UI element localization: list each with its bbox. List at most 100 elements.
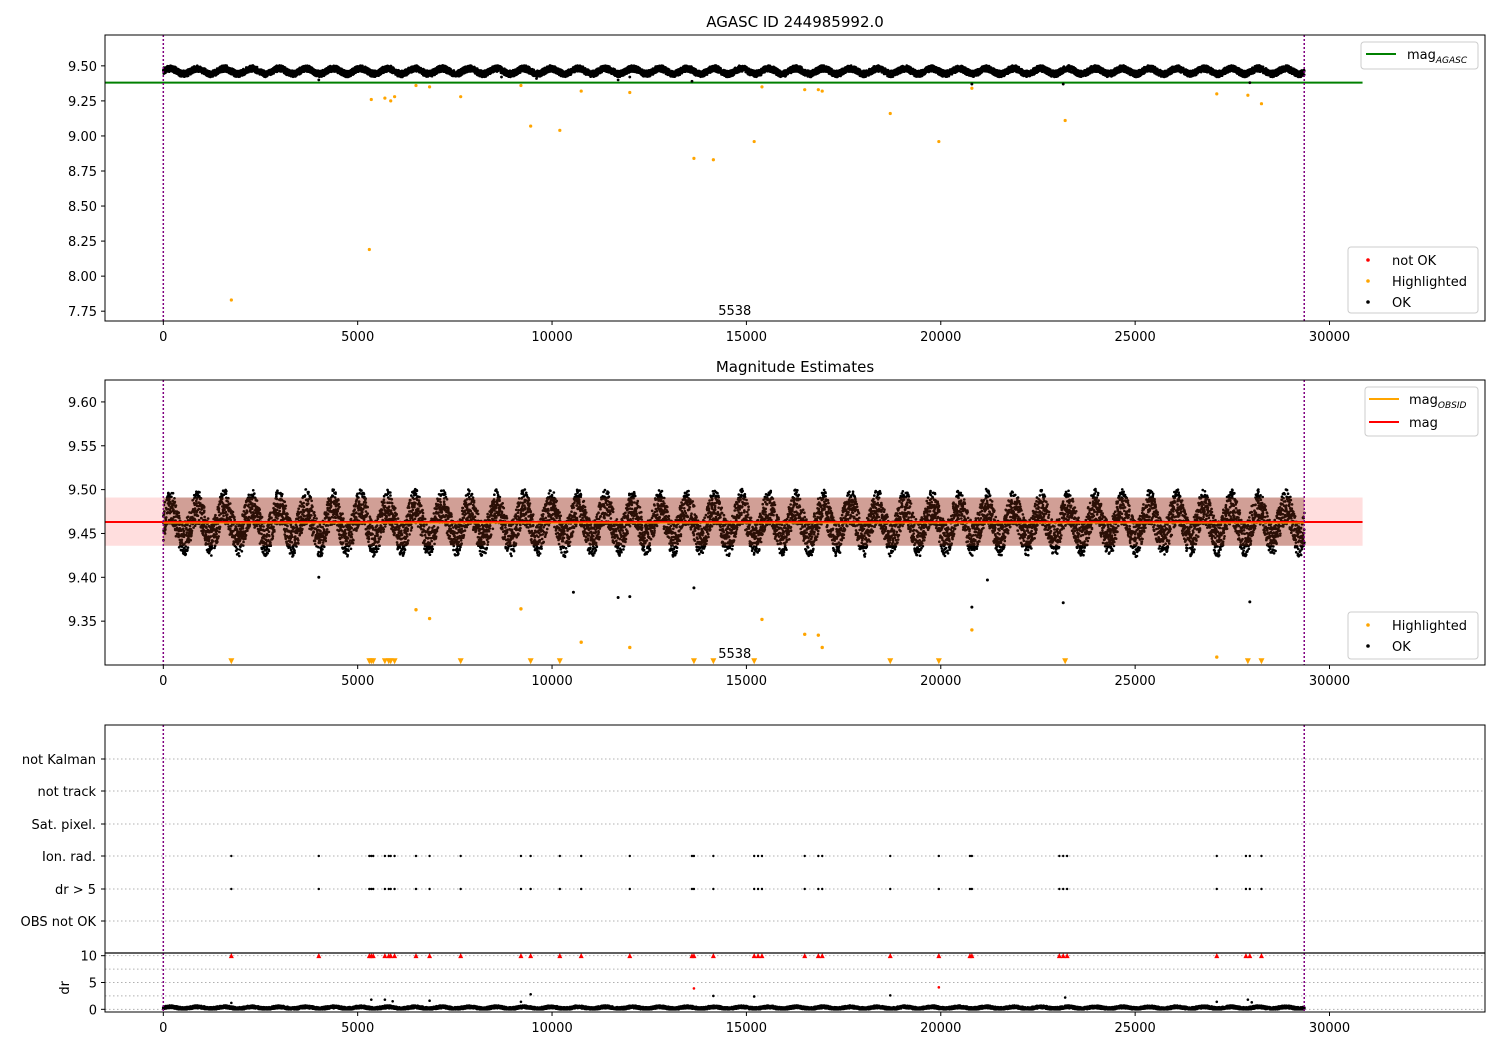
ok-point xyxy=(391,999,394,1003)
flag-event-point xyxy=(968,854,972,858)
highlighted-point xyxy=(760,617,764,622)
highlighted-below-range-marker xyxy=(457,658,464,665)
flag-event-point xyxy=(937,887,941,891)
flag-row-label: not track xyxy=(37,785,96,800)
ok-point xyxy=(230,1001,233,1005)
legend-frame xyxy=(1347,246,1479,314)
highlighted-point xyxy=(414,83,418,88)
highlighted-point xyxy=(816,633,821,637)
y-tick-label: 9.35 xyxy=(68,615,97,630)
flag-event-point xyxy=(1244,887,1248,891)
ok-point xyxy=(519,1000,523,1004)
flag-row-label: dr > 5 xyxy=(55,883,96,898)
x-tick-label: 10000 xyxy=(531,674,572,689)
legend-frame xyxy=(1347,611,1479,660)
legend-swatch-highlighted xyxy=(1366,623,1370,627)
legend-label-mag: mag xyxy=(1409,416,1438,431)
flag-event-point xyxy=(368,854,371,858)
legend-label-highlighted: Highlighted xyxy=(1392,275,1467,290)
not-ok-point xyxy=(937,986,941,989)
ok-point xyxy=(970,605,974,609)
flag-event-point xyxy=(692,887,696,891)
legend-frame xyxy=(1360,41,1479,70)
highlighted-point xyxy=(937,139,941,144)
legend-swatch-ok xyxy=(1366,300,1370,304)
flag-event-point xyxy=(817,854,820,858)
x-tick-label: 25000 xyxy=(1114,330,1155,345)
flag-event-point xyxy=(519,887,523,891)
highlighted-point xyxy=(229,298,233,302)
flag-event-point xyxy=(968,887,972,891)
ok-point xyxy=(1246,998,1250,1001)
dr-axis-label: dr xyxy=(58,980,73,994)
dr-clipped-marker xyxy=(228,953,234,959)
highlighted-point xyxy=(1259,102,1264,106)
x-tick-label: 15000 xyxy=(726,1021,767,1036)
flag-event-point xyxy=(1244,854,1248,858)
dr-clipped-marker xyxy=(370,953,376,959)
flag-event-point xyxy=(1248,887,1252,891)
highlighted-below-range-marker xyxy=(751,658,758,665)
highlighted-point xyxy=(760,85,764,89)
dr-clipped-marker xyxy=(1247,953,1253,959)
flag-event-point xyxy=(628,854,631,858)
flag-event-point xyxy=(712,854,715,858)
flag-event-point xyxy=(428,887,431,891)
flag-event-point xyxy=(1058,887,1061,891)
x-tick-label: 0 xyxy=(159,1021,167,1036)
not-ok-point xyxy=(692,987,696,990)
dr-clipped-marker xyxy=(528,953,534,959)
legend-label-ok: OK xyxy=(1392,640,1411,655)
dr-clipped-marker xyxy=(815,953,821,959)
dr-clipped-marker xyxy=(969,953,975,959)
highlighted-below-range-marker xyxy=(370,658,377,665)
dr-clipped-marker xyxy=(316,953,322,959)
x-tick-label: 0 xyxy=(159,330,167,345)
legend-swatch-highlighted xyxy=(1366,279,1370,283)
flag-event-point xyxy=(889,854,892,858)
dr-clipped-marker xyxy=(382,953,388,959)
dr-clipped-marker xyxy=(802,953,808,959)
highlighted-point xyxy=(628,90,632,95)
x-tick-label: 20000 xyxy=(920,330,961,345)
highlighted-point xyxy=(519,83,523,88)
highlighted-below-range-marker xyxy=(527,658,534,665)
y-tick-label: 9.55 xyxy=(68,440,97,455)
highlighted-below-range-marker xyxy=(391,658,398,665)
dr-clipped-marker xyxy=(578,953,584,959)
obsid-annotation: 5538 xyxy=(718,304,751,319)
highlighted-below-range-marker xyxy=(935,658,942,665)
ok-points-dense xyxy=(161,1004,1306,1011)
flag-event-point xyxy=(1065,887,1069,891)
flag-event-point xyxy=(756,854,760,858)
ok-point xyxy=(712,994,715,998)
highlighted-point xyxy=(816,88,820,92)
x-tick-label: 20000 xyxy=(920,1021,961,1036)
highlighted-point xyxy=(579,89,583,93)
y-tick-label: 8.00 xyxy=(68,270,97,285)
x-tick-label: 15000 xyxy=(726,330,767,345)
flag-event-point xyxy=(970,887,974,891)
y-tick-label: 8.25 xyxy=(68,235,97,250)
x-tick-label: 20000 xyxy=(920,674,961,689)
plot-dr: 0 5000 10000 15000 20000 25000 30000 0 5 10 dr xyxy=(58,950,1486,1036)
flag-event-point xyxy=(389,854,392,858)
dr-clipped-marker xyxy=(1056,953,1062,959)
flag-event-point xyxy=(579,887,583,891)
ok-point xyxy=(1248,600,1252,604)
ok-point xyxy=(1250,1001,1254,1004)
ok-point xyxy=(529,993,532,996)
legend-swatch-ok xyxy=(1366,644,1370,648)
dr-clipped-marker xyxy=(887,953,893,959)
flag-event-point xyxy=(821,854,824,858)
dr-clipped-marker xyxy=(392,953,398,959)
ok-point xyxy=(369,998,373,1001)
flag-event-point xyxy=(389,887,392,891)
dr-clipped-marker xyxy=(755,953,761,959)
y-tick-label: 9.45 xyxy=(68,527,97,542)
flag-event-point xyxy=(393,854,396,858)
flag-event-point xyxy=(317,854,321,858)
ok-point xyxy=(1063,996,1067,999)
flag-event-point xyxy=(803,887,806,891)
